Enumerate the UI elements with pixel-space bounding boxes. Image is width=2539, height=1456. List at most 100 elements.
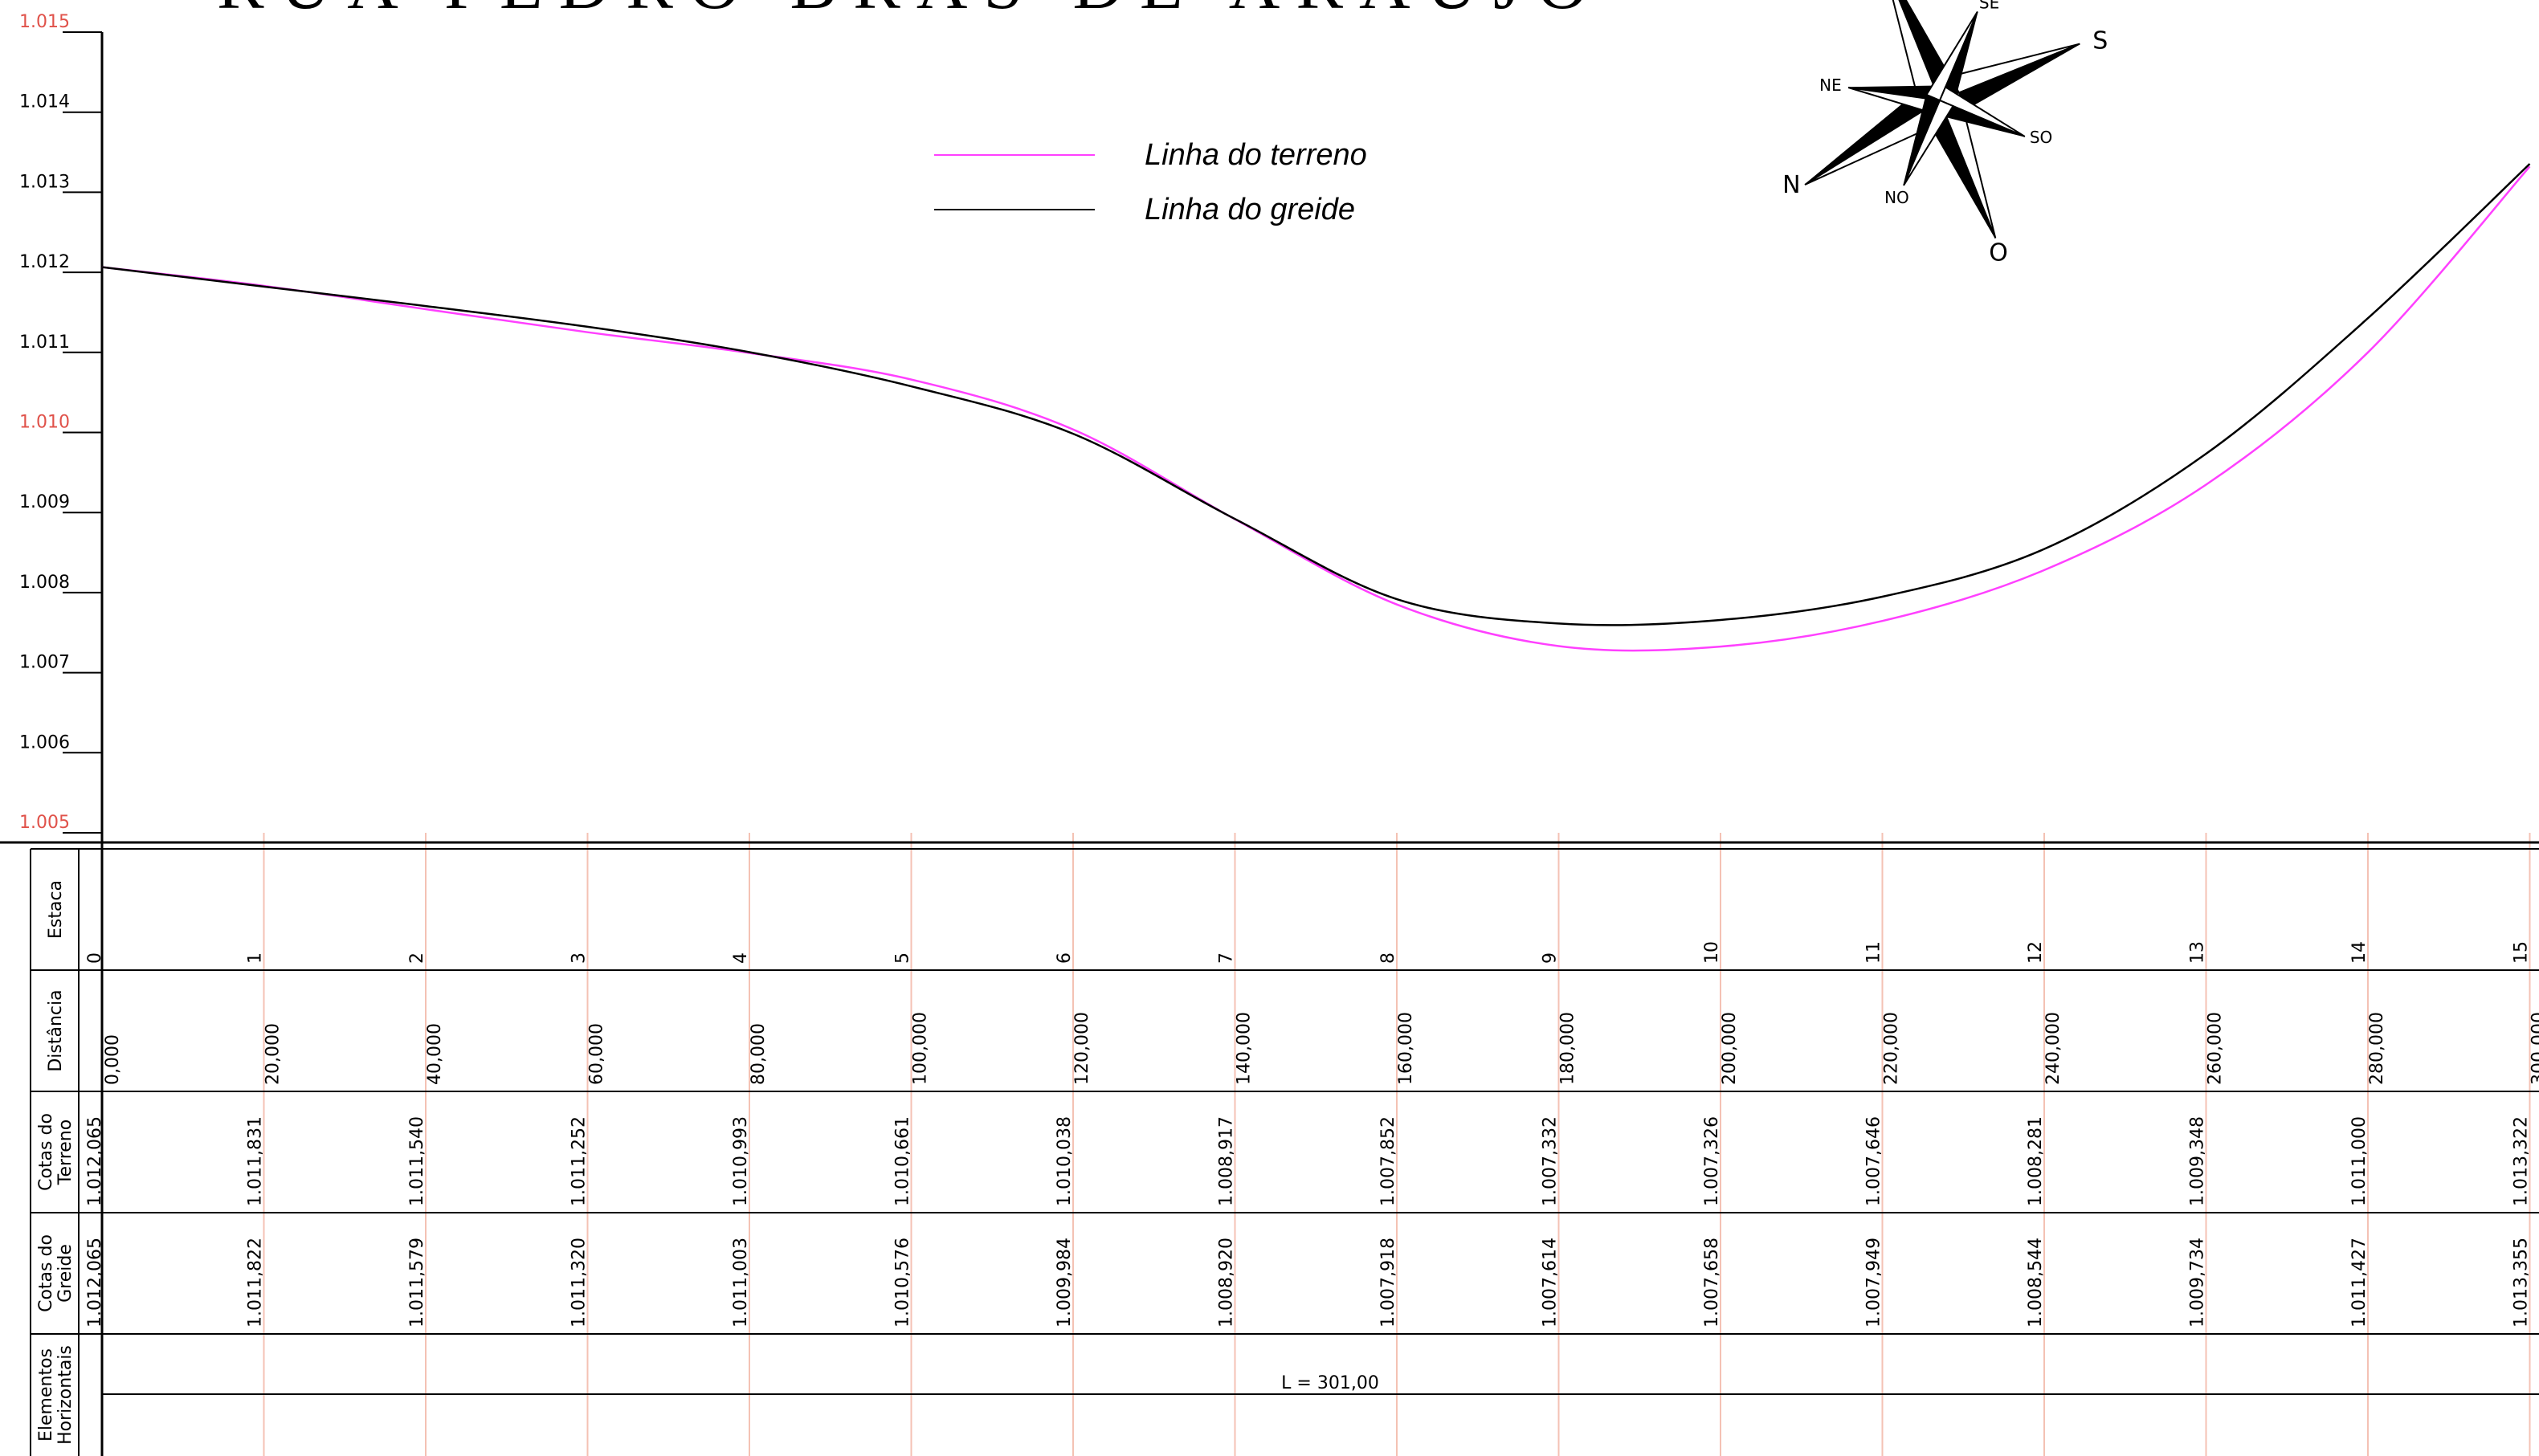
row-label: Elementos xyxy=(36,1348,56,1442)
estaca-cell: 1 xyxy=(246,952,266,964)
cota-terreno-cell: 1.011,831 xyxy=(246,1116,266,1206)
distancia-cell: 100,000 xyxy=(911,1012,931,1085)
legend: Linha do terreno Linha do greide xyxy=(934,138,1367,226)
compass-label-se: SE xyxy=(1979,0,1999,13)
cota-terreno-cell: 1.013,322 xyxy=(2512,1116,2532,1206)
cota-greide-cell: 1.009,984 xyxy=(1055,1238,1075,1328)
compass-label-n: N xyxy=(1782,171,1800,199)
cota-greide-cell: 1.010,576 xyxy=(893,1238,913,1328)
compass-label-s: S xyxy=(2092,27,2108,55)
cota-terreno-cell: 1.010,038 xyxy=(1055,1116,1075,1206)
estaca-cell: 15 xyxy=(2512,941,2532,964)
cota-greide-cell: 1.013,355 xyxy=(2512,1238,2532,1328)
y-tick-label: 1.010 xyxy=(19,413,70,433)
row-label: Cotas do xyxy=(36,1113,56,1191)
distancia-cell: 40,000 xyxy=(425,1023,445,1085)
distancia-cell: 120,000 xyxy=(1072,1012,1092,1085)
cota-terreno-cell: 1.008,917 xyxy=(1217,1116,1237,1206)
y-tick-label: 1.005 xyxy=(19,813,70,833)
distancia-cell: 240,000 xyxy=(2043,1012,2063,1085)
compass-point xyxy=(1903,99,1955,186)
cota-greide-cell: 1.011,822 xyxy=(246,1238,266,1328)
row-label: Greide xyxy=(55,1244,76,1303)
estaca-cell: 11 xyxy=(1864,941,1884,964)
estaca-cell: 6 xyxy=(1055,952,1075,964)
grade-line xyxy=(101,163,2531,626)
estaca-cell: 10 xyxy=(1702,941,1722,964)
station-gridlines xyxy=(263,833,2531,1456)
y-tick-label: 1.006 xyxy=(19,732,70,752)
distancia-cell: 20,000 xyxy=(263,1023,284,1085)
y-tick-label: 1.011 xyxy=(19,332,70,353)
compass-label-ne: NE xyxy=(1819,75,1842,95)
cota-terreno-cell: 1.008,281 xyxy=(2026,1116,2046,1206)
distancia-cell: 0,000 xyxy=(103,1034,123,1085)
cota-terreno-cell: 1.010,661 xyxy=(893,1116,913,1206)
cota-terreno-cell: 1.007,332 xyxy=(1541,1116,1561,1206)
y-tick-label: 1.013 xyxy=(19,172,70,192)
cota-greide-cell: 1.012,065 xyxy=(85,1238,105,1328)
y-tick-label: 1.008 xyxy=(19,573,70,593)
compass-label-o: O xyxy=(1989,239,2008,267)
estaca-cell: 2 xyxy=(407,952,427,964)
horizontal-length-label: L = 301,00 xyxy=(1281,1373,1379,1393)
estaca-cell: 3 xyxy=(569,952,590,964)
distancia-cell: 60,000 xyxy=(587,1023,607,1085)
compass-label-so: SO xyxy=(2030,128,2052,147)
distancia-cell: 180,000 xyxy=(1558,1012,1578,1085)
estaca-cell: 14 xyxy=(2349,941,2370,964)
distancia-cell: 200,000 xyxy=(1720,1012,1740,1085)
row-label: Horizontais xyxy=(55,1345,76,1445)
cota-terreno-cell: 1.009,348 xyxy=(2188,1116,2208,1206)
cota-greide-cell: 1.007,918 xyxy=(1378,1238,1398,1328)
distancia-cell: 140,000 xyxy=(1235,1012,1255,1085)
cota-greide-cell: 1.011,579 xyxy=(407,1238,427,1328)
legend-label: Linha do terreno xyxy=(1145,138,1367,172)
distancia-cell: 160,000 xyxy=(1396,1012,1416,1085)
distancia-cell: 280,000 xyxy=(2367,1012,2387,1085)
y-tick-label: 1.007 xyxy=(19,653,70,673)
profile-title: RUA PEDRO BRAS DE ARAUJO xyxy=(217,0,1604,24)
y-tick-label: 1.012 xyxy=(19,252,70,272)
cota-greide-cell: 1.007,614 xyxy=(1541,1238,1561,1328)
cota-greide-cell: 1.007,949 xyxy=(1864,1238,1884,1328)
distancia-cell: 260,000 xyxy=(2206,1012,2226,1085)
row-label: Estaca xyxy=(46,880,66,939)
estaca-cell: 4 xyxy=(731,952,751,964)
y-tick-label: 1.009 xyxy=(19,492,70,512)
estaca-cell: 5 xyxy=(893,952,913,964)
cota-terreno-cell: 1.007,852 xyxy=(1378,1116,1398,1206)
compass-label-no: NO xyxy=(1884,188,1909,207)
cota-terreno-cell: 1.011,000 xyxy=(2349,1116,2370,1206)
distancia-cell: 220,000 xyxy=(1882,1012,1902,1085)
distancia-cell: 300,000 xyxy=(2529,1012,2539,1085)
cota-terreno-cell: 1.011,540 xyxy=(407,1116,427,1206)
distancia-cell: 80,000 xyxy=(749,1023,769,1085)
legend-label: Linha do greide xyxy=(1145,193,1355,226)
estaca-cell: 0 xyxy=(85,952,105,964)
row-label: Distância xyxy=(46,989,66,1071)
cota-greide-cell: 1.011,427 xyxy=(2349,1238,2370,1328)
cota-terreno-cell: 1.011,252 xyxy=(569,1116,590,1206)
cota-greide-cell: 1.011,003 xyxy=(731,1238,751,1328)
compass-point xyxy=(1938,85,2026,137)
estaca-cell: 12 xyxy=(2026,941,2046,964)
cota-greide-cell: 1.009,734 xyxy=(2188,1238,2208,1328)
estaca-cell: 13 xyxy=(2188,941,2208,964)
cota-terreno-cell: 1.007,326 xyxy=(1702,1116,1722,1206)
profile-lines xyxy=(101,163,2531,652)
row-label: Terreno xyxy=(55,1120,76,1185)
cota-terreno-cell: 1.010,993 xyxy=(731,1116,751,1206)
y-tick-label: 1.014 xyxy=(19,92,70,112)
row-label: Cotas do xyxy=(36,1234,56,1312)
terrain-line xyxy=(101,165,2531,652)
estaca-cell: 8 xyxy=(1378,952,1398,964)
cota-greide-cell: 1.008,544 xyxy=(2026,1238,2046,1328)
estaca-cell: 7 xyxy=(1217,952,1237,964)
cota-greide-cell: 1.007,658 xyxy=(1702,1238,1722,1328)
estaca-cell: 9 xyxy=(1541,952,1561,964)
cota-greide-cell: 1.008,920 xyxy=(1217,1238,1237,1328)
